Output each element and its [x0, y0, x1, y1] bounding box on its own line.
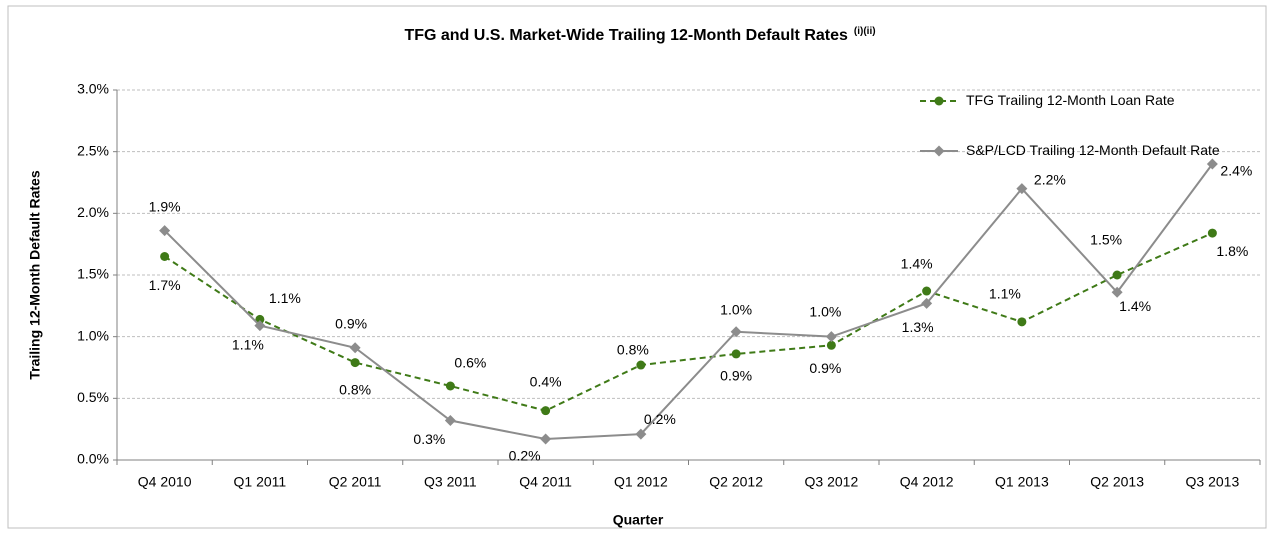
- data-label: 1.8%: [1216, 243, 1248, 259]
- point: [540, 433, 552, 445]
- y-tick-label: 2.5%: [77, 142, 109, 158]
- x-tick-label: Q2 2013: [1090, 474, 1144, 490]
- point: [731, 349, 741, 359]
- x-tick-label: Q1 2012: [614, 474, 668, 490]
- legend-label: TFG Trailing 12-Month Loan Rate: [966, 92, 1175, 108]
- data-label: 1.7%: [149, 277, 181, 293]
- point: [922, 286, 932, 296]
- data-label: 1.4%: [1119, 298, 1151, 314]
- title-note: (i)(ii): [854, 26, 876, 37]
- legend-label: S&P/LCD Trailing 12-Month Default Rate: [966, 142, 1220, 158]
- x-axis-label: Quarter: [613, 512, 664, 528]
- y-tick-label: 1.0%: [77, 327, 109, 343]
- x-tick-label: Q4 2012: [900, 474, 954, 490]
- data-label: 1.0%: [720, 301, 752, 317]
- point: [730, 326, 742, 338]
- x-tick-label: Q1 2011: [234, 474, 287, 490]
- series-line: [164, 232, 1213, 412]
- point: [1017, 317, 1027, 327]
- x-tick-label: Q4 2011: [519, 474, 572, 490]
- legend-marker: [933, 145, 945, 157]
- x-tick-label: Q3 2012: [805, 474, 859, 490]
- x-tick-label: Q3 2013: [1186, 474, 1240, 490]
- chart-title: TFG and U.S. Market-Wide Trailing 12-Mon…: [404, 26, 875, 45]
- x-tick-label: Q1 2013: [995, 474, 1049, 490]
- point: [636, 360, 646, 370]
- x-tick-label: Q2 2011: [329, 474, 382, 490]
- point: [445, 381, 455, 391]
- data-label: 0.9%: [335, 315, 367, 331]
- legend-marker: [934, 96, 944, 106]
- data-label: 1.5%: [1090, 232, 1122, 248]
- data-label: 1.1%: [989, 286, 1021, 302]
- point: [635, 428, 647, 440]
- point: [349, 342, 361, 354]
- series-line: [163, 163, 1214, 441]
- y-axis-label: Trailing 12-Month Default Rates: [27, 170, 43, 379]
- y-tick-label: 3.0%: [77, 81, 109, 97]
- title-text: TFG and U.S. Market-Wide Trailing 12-Mon…: [404, 27, 848, 44]
- x-tick-label: Q3 2011: [424, 474, 477, 490]
- x-tick-label: Q4 2010: [138, 474, 192, 490]
- data-label: 0.8%: [339, 381, 371, 397]
- point: [1206, 158, 1218, 170]
- y-tick-label: 0.0%: [77, 451, 109, 467]
- data-label: 0.3%: [413, 431, 445, 447]
- point: [444, 415, 456, 427]
- point: [160, 252, 170, 261]
- point: [254, 320, 266, 332]
- point: [825, 331, 837, 343]
- y-tick-label: 2.0%: [77, 204, 109, 220]
- y-tick-label: 1.5%: [77, 266, 109, 282]
- x-tick-label: Q2 2012: [709, 474, 763, 490]
- point: [1207, 228, 1217, 238]
- data-label: 1.3%: [902, 319, 934, 335]
- point: [826, 340, 836, 350]
- data-label: 2.4%: [1220, 163, 1252, 179]
- data-label: 0.8%: [617, 342, 649, 358]
- data-label: 1.1%: [232, 336, 264, 352]
- data-label: 1.1%: [269, 290, 301, 306]
- data-label: 0.2%: [644, 411, 676, 427]
- data-label: 2.2%: [1034, 171, 1066, 187]
- data-label: 1.9%: [149, 198, 181, 214]
- data-label: 0.9%: [720, 368, 752, 384]
- y-tick-label: 0.5%: [77, 389, 109, 405]
- chart-frame: [7, 5, 1267, 529]
- data-label: 1.0%: [809, 303, 841, 319]
- point: [1111, 286, 1123, 298]
- point: [1016, 183, 1028, 195]
- data-label: 0.4%: [530, 373, 562, 389]
- data-label: 0.6%: [454, 355, 486, 371]
- point: [159, 225, 171, 237]
- point: [541, 406, 551, 416]
- point: [350, 358, 360, 368]
- data-label: 0.2%: [509, 448, 541, 464]
- point: [255, 314, 265, 324]
- point: [1112, 270, 1122, 280]
- data-label: 0.9%: [809, 360, 841, 376]
- data-label: 1.4%: [901, 256, 933, 272]
- point: [921, 297, 933, 309]
